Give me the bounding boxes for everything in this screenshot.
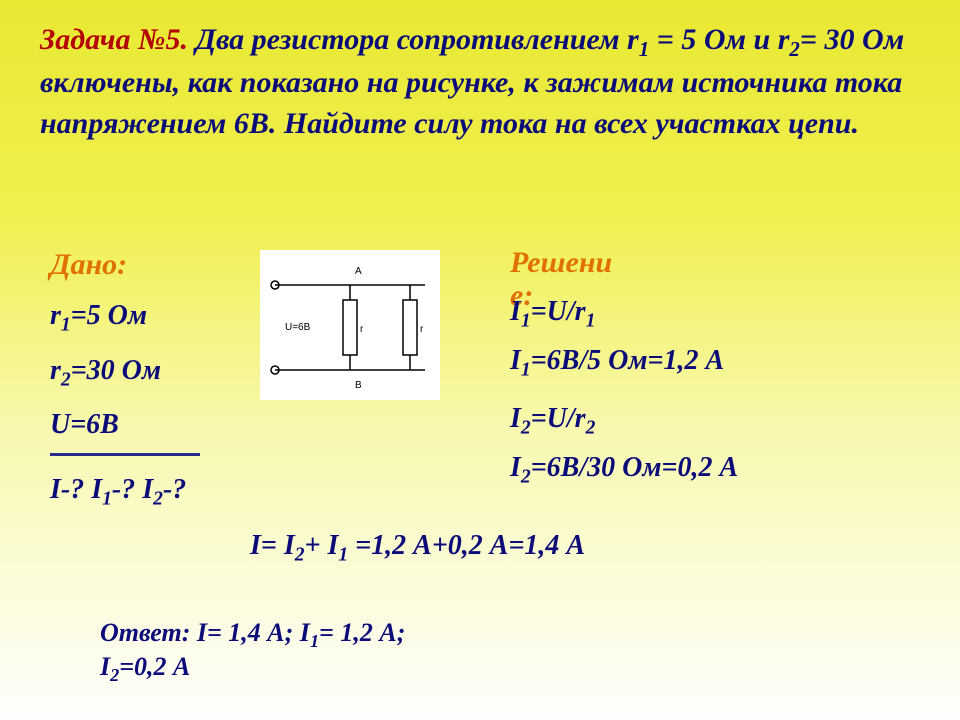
given-separator xyxy=(50,453,200,456)
r1-label: r1 xyxy=(360,324,364,335)
r2-label: r2 xyxy=(420,324,424,335)
given-u: U=6В xyxy=(50,409,200,441)
given-label: Дано: xyxy=(50,248,200,282)
sol-i2-formula: I2=U/r2 xyxy=(510,403,738,440)
given-r1: r1=5 Ом xyxy=(50,300,200,337)
answer-block: Ответ: I= 1,4 А; I1= 1,2 А; I2=0,2 А xyxy=(100,618,405,686)
physics-slide: Задача №5. Два резистора сопротивлением … xyxy=(0,0,960,720)
u-label: U=6B xyxy=(285,322,311,333)
problem-statement: Задача №5. Два резистора сопротивлением … xyxy=(40,20,920,144)
sol-i1-formula: I1=U/r1 xyxy=(510,296,738,333)
circuit-diagram: A B r1 r2 U=6B xyxy=(260,250,440,400)
sol-i1-value: I1=6В/5 Ом=1,2 А xyxy=(510,345,738,382)
given-block: Дано: r1=5 Ом r2=30 Ом U=6В I-? I1-? I2-… xyxy=(50,248,200,511)
find-line: I-? I1-? I2-? xyxy=(50,474,200,511)
sol-i2-value: I2=6В/30 Ом=0,2 А xyxy=(510,452,738,489)
problem-lead: Задача №5. xyxy=(40,23,188,56)
solution-lines: I1=U/r1 I1=6В/5 Ом=1,2 А I2=U/r2 I2=6В/3… xyxy=(510,296,738,500)
solution-sum: I= I2+ I1 =1,2 А+0,2 А=1,4 А xyxy=(250,530,585,567)
given-r2: r2=30 Ом xyxy=(50,355,200,392)
node-a-label: A xyxy=(355,266,362,277)
node-b-label: B xyxy=(355,380,362,391)
answer-line2: I2=0,2 А xyxy=(100,652,405,686)
answer-line1: Ответ: I= 1,4 А; I1= 1,2 А; xyxy=(100,618,405,652)
